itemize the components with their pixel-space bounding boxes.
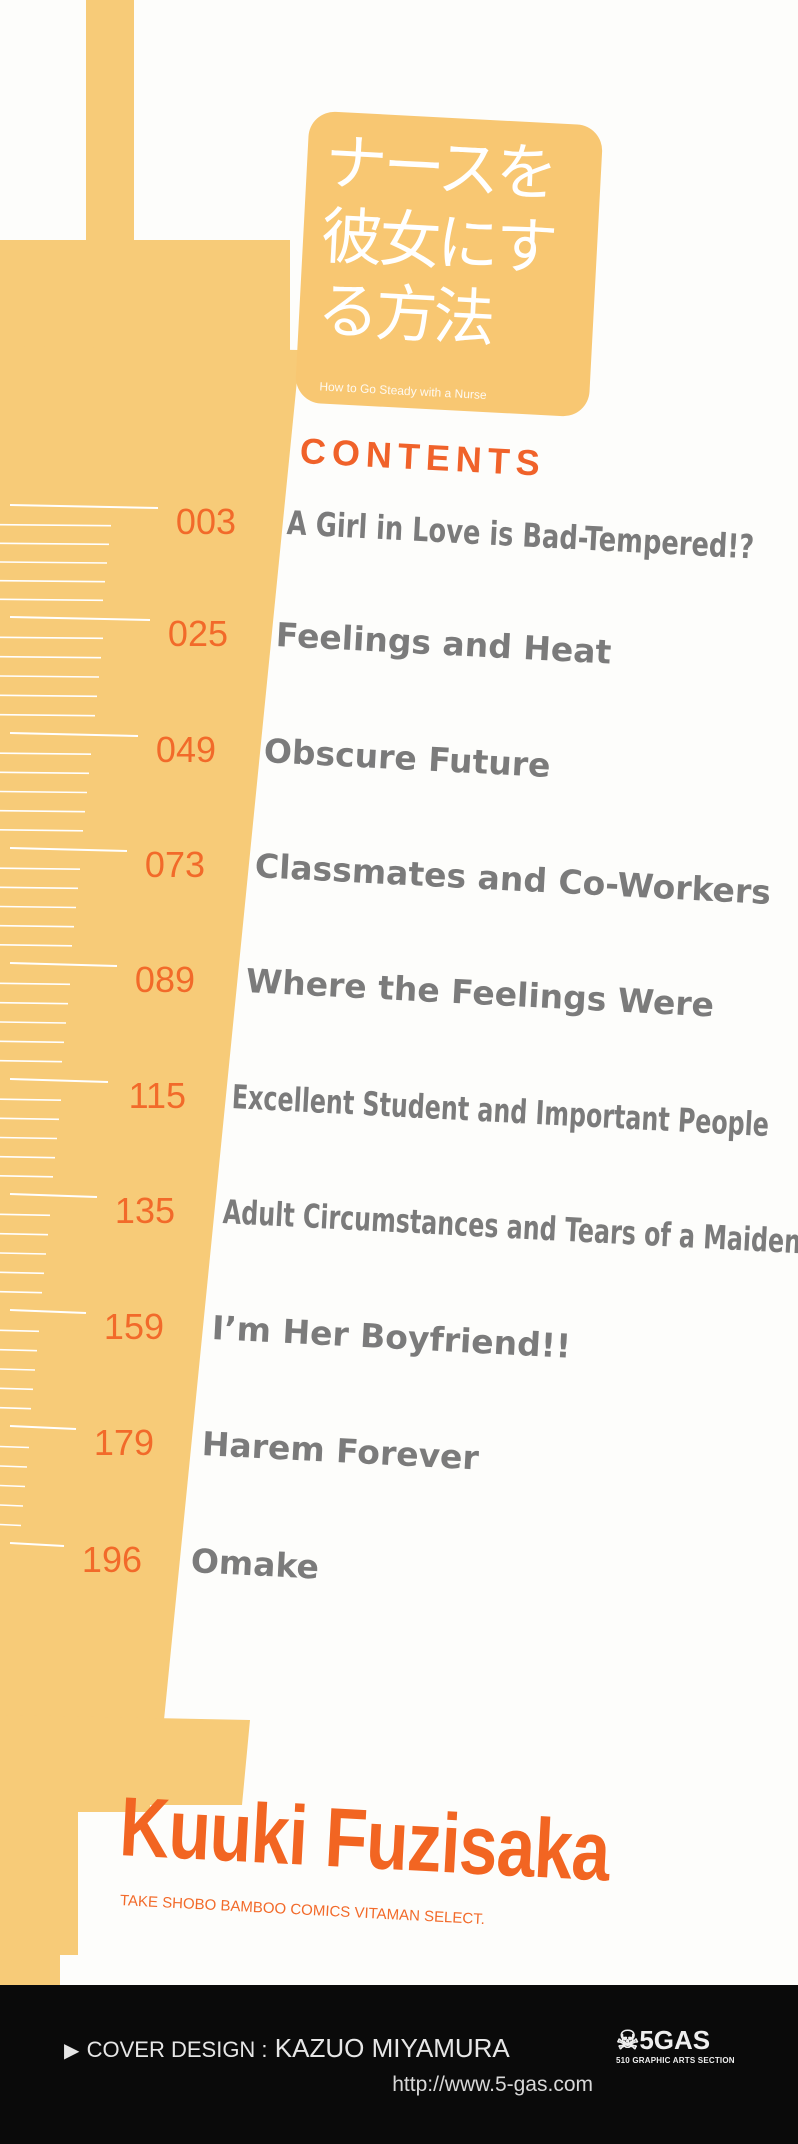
ruler-tick-minor	[0, 1136, 58, 1140]
ruler-tick-minor	[0, 1445, 30, 1449]
designer-name: KAZUO MIYAMURA	[274, 2033, 510, 2063]
page-number: 003	[175, 501, 236, 542]
ruler-tick-minor	[0, 1155, 56, 1159]
ruler-tick-major	[9, 732, 139, 737]
ruler-tick-minor	[0, 1504, 24, 1507]
ruler-tick-minor	[0, 1484, 26, 1488]
ruler-tick-minor	[0, 1290, 43, 1294]
page-number: 073	[144, 844, 205, 885]
page-number: 089	[134, 959, 195, 1000]
ruler-tick-major	[9, 504, 159, 509]
studio-logo-text: 5GAS	[639, 2025, 711, 2055]
ruler-tick-minor	[0, 561, 108, 564]
page-number: 025	[167, 613, 228, 654]
play-triangle-icon: ▶	[64, 2040, 80, 2062]
credit-label: COVER DESIGN :	[86, 2037, 268, 2062]
ruler-tick-minor	[0, 542, 110, 546]
ruler-tick-major	[9, 1309, 87, 1314]
ruler-tick-minor	[0, 713, 96, 717]
syringe-barrel	[0, 346, 300, 1720]
ruler-tick-minor	[0, 636, 104, 640]
ruler-tick-minor	[0, 1523, 22, 1527]
logo-english-title: How to Go Steady with a Nurse	[319, 379, 487, 403]
page-number: 196	[81, 1539, 142, 1580]
page-number: 179	[93, 1422, 154, 1463]
cover-credit: ▶ COVER DESIGN : KAZUO MIYAMURA	[64, 2033, 510, 2064]
page-number: 115	[128, 1075, 186, 1116]
syringe-plunger-stem	[86, 0, 134, 250]
ruler-tick-major	[9, 1542, 65, 1547]
ruler-tick-minor	[0, 579, 106, 583]
ruler-tick-minor	[0, 905, 77, 909]
ruler-tick-minor	[0, 1406, 32, 1410]
ruler-tick-minor	[0, 1040, 65, 1044]
ruler-tick-major	[9, 1193, 98, 1198]
ruler-tick-minor	[0, 675, 100, 678]
ruler-tick-minor	[0, 982, 71, 986]
ruler-tick-major	[9, 847, 128, 852]
ruler-tick-minor	[0, 1348, 38, 1352]
ruler-tick-major	[9, 616, 151, 621]
ruler-tick-major	[9, 962, 118, 967]
syringe-tip	[0, 1715, 250, 1805]
page-number: 159	[103, 1306, 164, 1347]
ruler-tick-minor	[0, 1098, 62, 1101]
studio-url[interactable]: http://www.5-gas.com	[392, 2073, 593, 2096]
page-number: 049	[155, 729, 216, 770]
ruler-tick-minor	[0, 752, 92, 755]
ruler-tick-minor	[0, 809, 86, 813]
ruler-tick-minor	[0, 944, 73, 947]
ruler-tick-minor	[0, 1271, 45, 1275]
logo-japanese-title: ナースを彼女にする方法	[315, 125, 556, 356]
ruler-tick-minor	[0, 1117, 60, 1121]
studio-logo: ☠5GAS 510 GRAPHIC ARTS SECTION	[616, 2025, 735, 2065]
ruler-tick-minor	[0, 694, 98, 698]
ruler-tick-minor	[0, 1213, 51, 1217]
ruler-tick-minor	[0, 1021, 67, 1024]
ruler-tick-major	[9, 1078, 109, 1083]
chapter-title: Omake	[189, 1541, 321, 1587]
footer-band: ▶ COVER DESIGN : KAZUO MIYAMURA http://w…	[0, 1985, 798, 2144]
ruler-tick-minor	[0, 1387, 34, 1391]
ruler-tick-minor	[0, 598, 104, 602]
ruler-tick-minor	[0, 886, 79, 890]
gas-mask-icon: ☠	[616, 2025, 640, 2055]
ruler-tick-minor	[0, 1001, 69, 1005]
author-panel	[60, 1812, 798, 1985]
ruler-tick-minor	[0, 771, 90, 775]
ruler-tick-minor	[0, 1329, 40, 1333]
ruler-tick-minor	[0, 924, 75, 928]
ruler-tick-minor	[0, 1059, 63, 1063]
ruler-tick-minor	[0, 1368, 36, 1371]
ruler-tick-minor	[0, 829, 84, 832]
syringe-flange	[0, 240, 290, 350]
ruler-tick-minor	[0, 867, 81, 870]
ruler-tick-minor	[0, 655, 102, 659]
ruler-tick-minor	[0, 1252, 47, 1255]
studio-subtitle: 510 GRAPHIC ARTS SECTION	[616, 2056, 735, 2065]
ruler-tick-major	[9, 1425, 77, 1430]
ruler-tick-minor	[0, 523, 112, 527]
ruler-tick-minor	[0, 1465, 28, 1468]
title-logo: ナースを彼女にする方法 How to Go Steady with a Nurs…	[294, 110, 604, 418]
ruler-tick-minor	[0, 1175, 54, 1178]
page-number: 135	[114, 1190, 175, 1231]
ruler-tick-minor	[0, 790, 88, 794]
ruler-tick-minor	[0, 1232, 49, 1236]
